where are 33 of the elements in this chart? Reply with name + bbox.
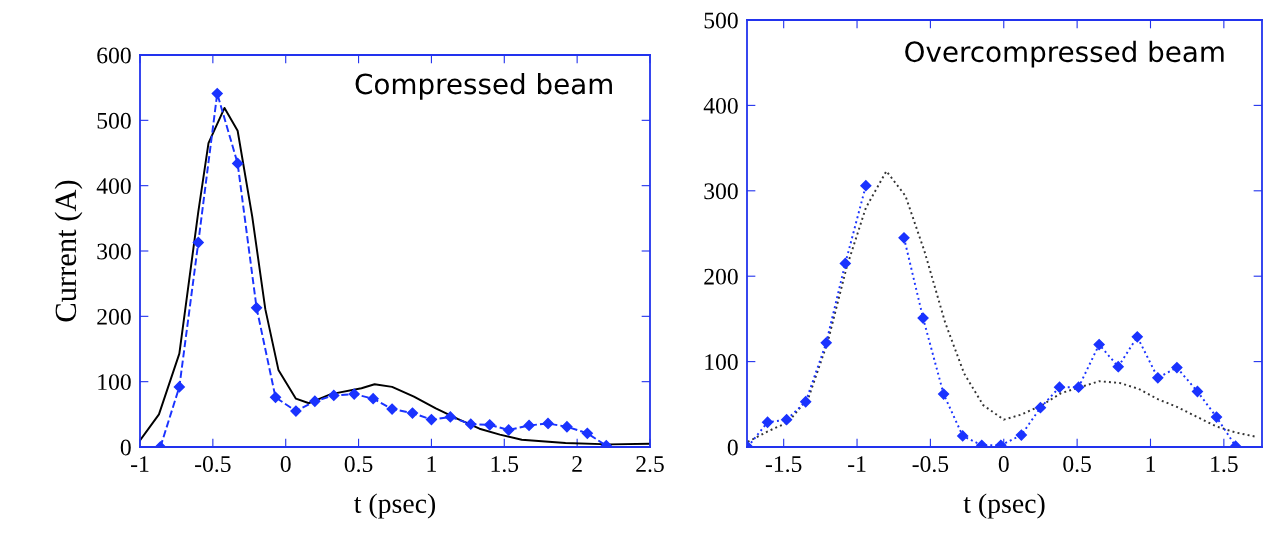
y-tick-label: 200: [97, 308, 131, 325]
x-tick-label: 0: [280, 456, 291, 472]
y-tick-label: 100: [98, 374, 131, 391]
annotation: Overcompressed beam: [905, 40, 1224, 68]
y-tick-label: 200: [704, 268, 738, 285]
x-tick-label: -1: [848, 456, 866, 472]
x-tick-label: 1.5: [1211, 456, 1238, 473]
x-tick-label: -1: [131, 456, 149, 472]
x-tick-label: 2.5: [636, 456, 664, 473]
x-axis-title: t (psec): [963, 493, 1045, 519]
y-tick-label: 400: [703, 97, 738, 114]
x-tick-label: 2: [572, 456, 582, 472]
y-tick-label: 0: [120, 439, 131, 456]
x-tick-label: 1: [427, 456, 436, 472]
x-tick-label: 1: [1146, 456, 1155, 472]
y-tick-label: 300: [704, 183, 738, 200]
annotation: Compressed beam: [355, 72, 612, 100]
x-axis-title: t (psec): [354, 493, 436, 519]
y-tick-label: 500: [97, 112, 131, 129]
y-tick-label: 300: [97, 243, 131, 260]
y-tick-label: 600: [97, 47, 131, 64]
x-tick-label: 0.5: [344, 456, 373, 473]
y-tick-label: 400: [96, 178, 131, 195]
x-tick-label: -0.5: [195, 456, 231, 473]
x-tick-label: -1.5: [765, 456, 802, 473]
x-tick-label: 0.5: [1063, 456, 1091, 473]
y-tick-label: 0: [727, 439, 738, 456]
x-tick-label: 1.5: [491, 456, 519, 473]
y-tick-label: 100: [705, 354, 738, 371]
x-tick-label: -0.5: [912, 456, 949, 473]
x-tick-label: 0: [998, 456, 1009, 472]
y-axis-title: Current (A): [54, 180, 83, 322]
y-tick-label: 500: [704, 12, 738, 29]
